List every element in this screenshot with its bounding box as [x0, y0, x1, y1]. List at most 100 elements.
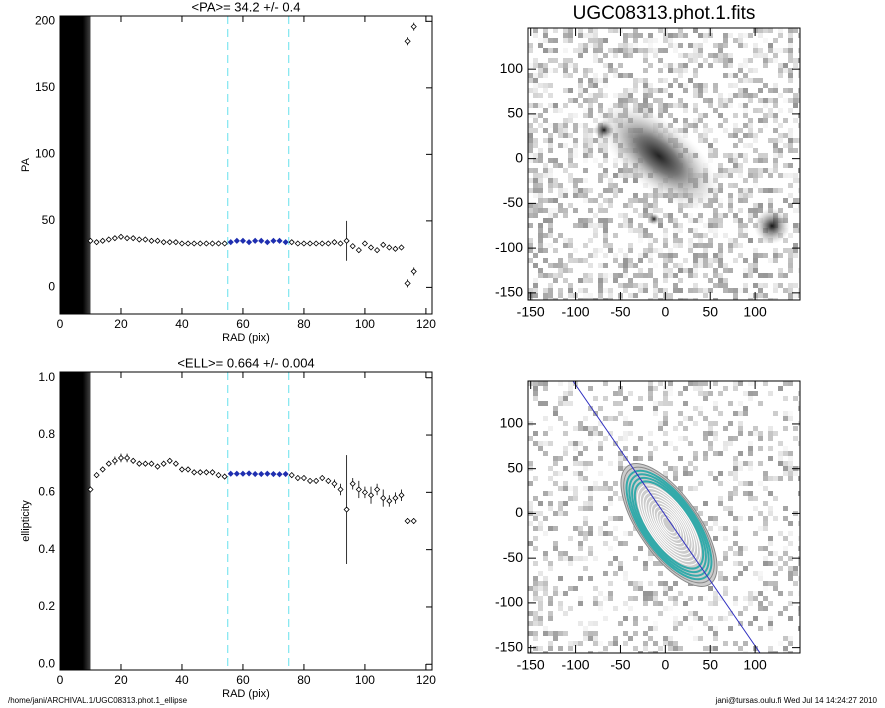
pixel — [573, 148, 578, 153]
pixel — [573, 426, 578, 431]
pixel — [653, 561, 658, 566]
pixel — [798, 113, 800, 118]
pixel — [623, 396, 628, 401]
pixel — [723, 278, 728, 283]
pixel — [583, 68, 588, 73]
y-tick-label: 0 — [515, 149, 523, 165]
pixel — [578, 288, 583, 293]
pixel — [678, 391, 683, 396]
pixel — [528, 506, 533, 511]
pixel — [558, 183, 563, 188]
pixel — [798, 626, 800, 631]
data-point — [392, 245, 399, 252]
pixel — [533, 381, 538, 386]
pixel — [568, 133, 573, 138]
pixel — [603, 148, 608, 153]
pixel — [798, 93, 800, 98]
pixel — [663, 636, 668, 641]
pixel — [543, 198, 548, 203]
pixel — [758, 401, 763, 406]
pixel — [528, 238, 533, 243]
pixel — [548, 173, 553, 178]
pixel — [548, 183, 553, 188]
pixel — [673, 228, 678, 233]
pixel — [763, 188, 768, 193]
pixel — [623, 616, 628, 621]
pixel — [693, 243, 698, 248]
pixel — [608, 183, 613, 188]
pixel — [783, 48, 788, 53]
pixel — [678, 278, 683, 283]
pixel — [628, 293, 633, 298]
pixel — [718, 283, 723, 288]
data-point — [361, 489, 368, 496]
pixel — [728, 93, 733, 98]
pixel — [538, 611, 543, 616]
pixel — [773, 476, 778, 481]
pixel — [623, 223, 628, 228]
pixel — [548, 158, 553, 163]
pixel — [773, 571, 778, 576]
pixel — [553, 128, 558, 133]
pixel — [783, 133, 788, 138]
pixel — [553, 406, 558, 411]
pixel — [578, 28, 583, 33]
data-point — [148, 460, 155, 467]
pixel — [528, 138, 533, 143]
pixel — [703, 113, 708, 118]
pixel — [613, 173, 618, 178]
x-tick-label: 20 — [114, 317, 128, 331]
pixel — [708, 228, 713, 233]
pixel — [643, 616, 648, 621]
pixel — [583, 446, 588, 451]
pixel — [733, 541, 738, 546]
pixel — [738, 461, 743, 466]
pixel — [583, 521, 588, 526]
pixel — [678, 68, 683, 73]
pixel — [683, 258, 688, 263]
pixel — [713, 83, 718, 88]
pixel — [738, 188, 743, 193]
pixel — [668, 641, 673, 646]
pixel — [758, 153, 763, 158]
pixel — [538, 148, 543, 153]
pixel — [713, 636, 718, 641]
pixel — [748, 446, 753, 451]
pixel — [598, 641, 603, 646]
pixel — [688, 416, 693, 421]
pixel — [798, 606, 800, 611]
pixel — [793, 93, 798, 98]
data-point — [398, 244, 405, 251]
pixel — [618, 63, 623, 68]
pixel — [713, 208, 718, 213]
pixel — [623, 173, 628, 178]
pixel — [743, 233, 748, 238]
pixel — [603, 571, 608, 576]
pixel — [718, 53, 723, 58]
pixel — [618, 93, 623, 98]
pixel — [603, 596, 608, 601]
pixel — [728, 288, 733, 293]
pixel — [668, 218, 673, 223]
pixel — [528, 501, 533, 506]
pixel — [648, 396, 653, 401]
pixel — [673, 253, 678, 258]
pixel — [678, 298, 683, 300]
pixel — [588, 496, 593, 501]
pixel — [753, 248, 758, 253]
pixel — [568, 88, 573, 93]
pixel — [548, 506, 553, 511]
pixel — [563, 128, 568, 133]
data-point — [160, 460, 167, 467]
pixel — [788, 641, 793, 646]
pixel — [533, 183, 538, 188]
pixel — [558, 556, 563, 561]
pixel — [558, 133, 563, 138]
pixel — [703, 123, 708, 128]
pixel — [778, 63, 783, 68]
pixel — [763, 283, 768, 288]
pixel — [768, 431, 773, 436]
pixel — [778, 253, 783, 258]
data-point — [142, 236, 149, 243]
pixel — [623, 436, 628, 441]
